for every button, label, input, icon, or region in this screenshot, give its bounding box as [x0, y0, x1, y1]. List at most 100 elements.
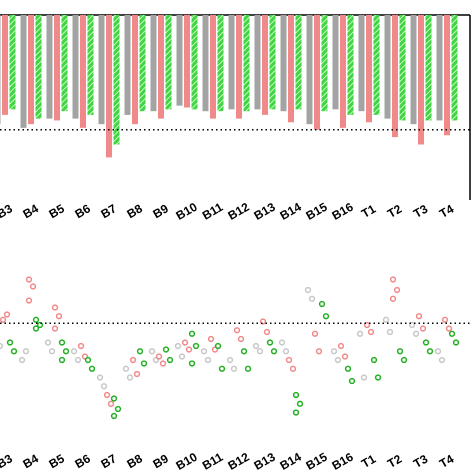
bar [61, 15, 68, 112]
bar [228, 15, 235, 110]
dot [18, 356, 26, 364]
dot [178, 353, 186, 360]
dot [166, 356, 174, 364]
dot [412, 330, 420, 337]
dot [259, 318, 267, 325]
bar [280, 15, 287, 112]
bar [451, 15, 458, 121]
bar [184, 15, 190, 108]
x-tick-label: B9 [150, 201, 171, 221]
x-tick-label: B13 [252, 450, 278, 473]
dot [374, 374, 382, 381]
dot [382, 316, 390, 323]
x-tick-label: B16 [330, 200, 356, 223]
dot [140, 360, 148, 367]
x-tick-label: B3 [0, 451, 15, 471]
dot [58, 339, 66, 346]
dot [58, 356, 66, 364]
dot [192, 342, 200, 350]
dot [159, 360, 167, 367]
dot [88, 365, 96, 372]
bar [321, 15, 328, 112]
dot [285, 356, 293, 364]
bar [176, 15, 183, 106]
dot [185, 346, 193, 353]
x-tick-label: B12 [226, 200, 252, 223]
dot [36, 321, 44, 329]
bar [98, 15, 105, 125]
dot [237, 335, 245, 343]
x-tick-label: B6 [72, 451, 93, 471]
bar [236, 15, 242, 119]
x-tick-label: B6 [72, 201, 93, 221]
dot [452, 339, 460, 346]
dot [114, 405, 122, 413]
dot [389, 276, 397, 283]
bar [410, 15, 417, 125]
dot [282, 348, 290, 355]
dot [396, 348, 404, 355]
dot [81, 353, 89, 360]
x-tick-label: B7 [98, 201, 119, 221]
dot [252, 342, 260, 350]
bar [106, 15, 112, 158]
dot [48, 348, 56, 355]
dot [103, 391, 111, 399]
dot [62, 348, 70, 355]
dot [304, 286, 312, 294]
bar [87, 15, 94, 115]
dot [263, 328, 271, 336]
dot [422, 339, 430, 346]
bar [295, 15, 302, 110]
bar [243, 15, 250, 112]
bar [418, 15, 424, 145]
dot [226, 356, 234, 364]
x-tick-label: B5 [46, 201, 67, 221]
bar [314, 15, 320, 130]
dot [360, 374, 368, 381]
dot [334, 356, 342, 364]
dot [22, 348, 30, 355]
dot [415, 313, 423, 320]
dot [292, 409, 300, 416]
dot [25, 297, 33, 304]
bar [150, 15, 157, 112]
bar [269, 15, 276, 110]
bar [46, 15, 53, 119]
dot [393, 286, 401, 294]
bar [358, 15, 365, 112]
bar [373, 15, 380, 115]
bar [288, 15, 294, 123]
x-tick-label: B4 [20, 451, 41, 471]
dot [292, 391, 300, 399]
dot [51, 325, 59, 332]
dot [44, 339, 52, 346]
dot [315, 348, 323, 355]
x-tick-label: T1 [359, 452, 378, 471]
bar [366, 15, 372, 123]
dot [278, 339, 286, 346]
dot [133, 370, 141, 378]
dot [70, 348, 78, 355]
bar [0, 15, 1, 125]
x-tick-label: T1 [359, 202, 378, 221]
dot [330, 348, 338, 355]
x-tick-label: T2 [385, 452, 404, 471]
x-tick-label: B15 [304, 450, 330, 473]
x-tick-label: B14 [278, 200, 304, 223]
dot [174, 342, 182, 350]
dot [348, 377, 356, 385]
dot [289, 365, 297, 372]
x-tick-label: B4 [20, 201, 41, 221]
x-tick-label: B5 [46, 451, 67, 471]
bar [384, 15, 391, 119]
bar [20, 15, 27, 128]
dot [367, 328, 375, 336]
x-tick-label: B10 [174, 200, 200, 223]
dot [122, 365, 130, 372]
x-tick-label: B11 [200, 200, 226, 223]
dot [445, 325, 453, 332]
dot [438, 356, 446, 364]
dot [344, 365, 352, 372]
bar [9, 15, 16, 110]
